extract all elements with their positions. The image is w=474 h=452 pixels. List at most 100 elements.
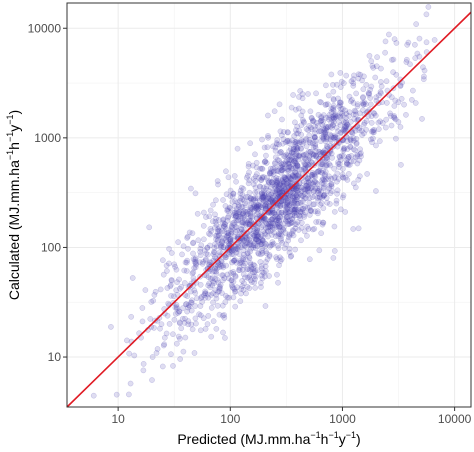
data-point xyxy=(291,155,298,162)
data-point xyxy=(226,236,233,243)
panel-border xyxy=(66,2,472,408)
data-point xyxy=(262,205,269,212)
data-point xyxy=(240,247,247,254)
data-point xyxy=(410,87,416,94)
data-point xyxy=(251,232,258,239)
data-point xyxy=(370,135,376,142)
data-point xyxy=(278,237,284,244)
data-point xyxy=(165,300,172,307)
data-point xyxy=(305,178,312,185)
data-point xyxy=(294,138,300,145)
data-point xyxy=(277,224,283,231)
data-point xyxy=(276,217,283,224)
data-point xyxy=(280,183,286,189)
data-point xyxy=(215,181,221,188)
data-point xyxy=(280,226,286,233)
data-point xyxy=(279,179,286,186)
data-point xyxy=(214,262,221,269)
data-point xyxy=(397,82,404,89)
data-point xyxy=(273,182,280,188)
data-point xyxy=(309,173,316,180)
data-point xyxy=(293,176,300,182)
data-point xyxy=(285,152,291,159)
data-point xyxy=(180,243,187,250)
data-point xyxy=(215,279,222,286)
data-point xyxy=(325,124,331,131)
data-point xyxy=(246,197,253,204)
data-point xyxy=(171,261,178,268)
data-point xyxy=(204,244,211,251)
data-point xyxy=(239,219,245,226)
data-point xyxy=(230,251,237,258)
data-point xyxy=(294,200,300,207)
data-point xyxy=(184,308,190,315)
data-point xyxy=(235,217,241,224)
data-point xyxy=(289,179,295,186)
data-point xyxy=(274,168,281,174)
data-point xyxy=(254,227,261,234)
data-point xyxy=(292,139,298,145)
data-point xyxy=(404,41,411,48)
data-point xyxy=(295,189,301,196)
data-point xyxy=(258,272,265,279)
data-point xyxy=(284,214,290,220)
data-point xyxy=(179,315,186,322)
data-point xyxy=(236,209,242,215)
data-point xyxy=(342,125,349,131)
data-point xyxy=(296,212,302,219)
data-point xyxy=(281,129,287,135)
data-point xyxy=(202,290,208,297)
data-point xyxy=(273,254,279,260)
data-point xyxy=(219,238,225,245)
data-point xyxy=(279,140,286,147)
data-point xyxy=(324,157,330,163)
data-point xyxy=(353,140,360,146)
data-point xyxy=(269,215,276,222)
data-point xyxy=(321,129,328,136)
data-point xyxy=(228,228,234,234)
data-point xyxy=(319,161,326,168)
data-point xyxy=(310,144,317,151)
data-point xyxy=(318,117,325,124)
data-point xyxy=(243,290,249,297)
data-point xyxy=(259,250,266,256)
data-point xyxy=(195,237,202,244)
data-point xyxy=(297,139,304,146)
data-point xyxy=(283,188,290,195)
data-point xyxy=(258,165,265,172)
data-point xyxy=(274,179,281,186)
data-point xyxy=(310,151,317,158)
data-point xyxy=(403,111,409,118)
data-point xyxy=(403,56,410,63)
data-point xyxy=(245,180,252,187)
data-point xyxy=(382,38,389,45)
data-point xyxy=(218,258,225,265)
data-point xyxy=(307,207,314,213)
data-point xyxy=(283,190,290,197)
data-point xyxy=(306,155,313,161)
data-point xyxy=(253,159,260,166)
data-point xyxy=(294,145,301,151)
data-point xyxy=(305,186,311,192)
data-point xyxy=(319,134,326,140)
data-point xyxy=(200,259,206,265)
data-point xyxy=(238,244,244,251)
data-point xyxy=(262,216,268,222)
data-point xyxy=(258,217,265,224)
data-point xyxy=(328,132,335,139)
data-point xyxy=(331,174,338,180)
data-point xyxy=(258,251,264,258)
data-point xyxy=(368,119,375,126)
data-point xyxy=(279,188,286,195)
data-point xyxy=(290,173,297,180)
data-point xyxy=(231,233,238,240)
data-point xyxy=(294,147,300,154)
data-point xyxy=(360,101,367,107)
one-to-one-line xyxy=(66,11,472,408)
data-point xyxy=(285,167,292,174)
data-point xyxy=(273,211,279,218)
data-point xyxy=(260,194,266,201)
data-point xyxy=(299,206,306,212)
data-point xyxy=(294,219,301,225)
data-point xyxy=(328,181,335,188)
